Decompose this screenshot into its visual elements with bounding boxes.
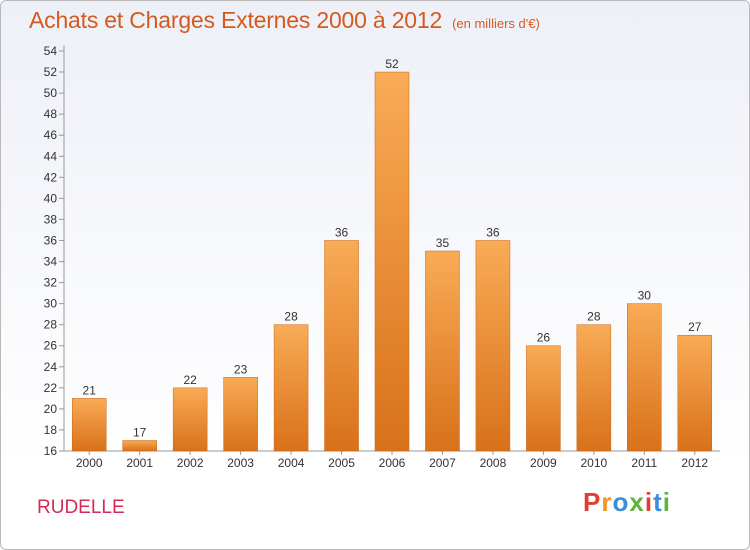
bar-value-label: 23	[234, 362, 248, 376]
data-labels: 21 17 22 23 28 36 52 35 36 26 28 30 27	[83, 57, 702, 439]
y-tick-label: 40	[44, 191, 58, 205]
logo-letter: o	[612, 487, 630, 517]
x-tick-label: 2003	[227, 456, 254, 470]
bar-2007	[425, 250, 460, 452]
x-tick-label: 2009	[530, 456, 557, 470]
y-tick-label: 44	[44, 149, 58, 163]
x-tick-label: 2008	[480, 456, 507, 470]
logo-letter: r	[601, 487, 613, 517]
x-tick-label: 2001	[126, 456, 153, 470]
bars	[71, 71, 713, 452]
bar-2003	[223, 377, 258, 452]
bar-value-label: 22	[183, 373, 197, 387]
x-tick-label: 2002	[177, 456, 204, 470]
bar-2005	[324, 240, 359, 452]
bar-2009	[526, 345, 561, 452]
y-tick-label: 50	[44, 86, 58, 100]
title-text: Achats et Charges Externes 2000 à 2012	[29, 7, 443, 33]
y-tick-label: 22	[44, 381, 58, 395]
logo-letter: i	[644, 487, 654, 517]
bar-2012	[677, 334, 713, 452]
y-tick-label: 26	[44, 339, 58, 353]
y-tick-label: 38	[44, 212, 58, 226]
bar-2010	[576, 324, 612, 452]
bar-value-label: 30	[638, 289, 652, 303]
y-tick-label: 20	[44, 402, 58, 416]
logo-letter: P	[583, 487, 602, 517]
y-tick-label: 46	[44, 128, 58, 142]
bar-2008	[475, 240, 511, 452]
bar-value-label: 28	[284, 310, 298, 324]
x-tick-label: 2007	[429, 456, 456, 470]
bar-2001	[122, 440, 157, 452]
x-tick-label: 2006	[379, 456, 406, 470]
y-tick-label: 52	[44, 65, 58, 79]
y-tick-label: 34	[44, 255, 58, 269]
y-tick-label: 54	[44, 44, 58, 58]
bar-value-label: 52	[385, 57, 399, 71]
x-tick-label: 2011	[631, 456, 657, 470]
axes: 16 18 20 22 24 26 28 30 32 34 36 38 40 42 44 46 48 50 52 54…	[44, 44, 720, 470]
bar-value-label: 35	[436, 236, 450, 250]
bar-value-label: 17	[133, 425, 147, 439]
y-tick-label: 30	[44, 297, 58, 311]
bar-2011	[627, 303, 662, 452]
bar-2006	[374, 71, 410, 452]
bar-value-label: 36	[486, 225, 500, 239]
place-name: RUDELLE	[37, 497, 125, 518]
bar-value-label: 26	[537, 331, 551, 345]
x-tick-label: 2004	[278, 456, 305, 470]
x-tick-label: 2000	[76, 456, 103, 470]
logo-letter: t	[653, 487, 663, 517]
bar-value-label: 27	[688, 320, 702, 334]
proxiti-logo: Proxiti	[583, 487, 671, 518]
chart-title: Achats et Charges Externes 2000 à 2012 (e…	[29, 7, 540, 34]
y-tick-label: 36	[44, 233, 58, 247]
logo-letter: x	[629, 487, 645, 517]
bar-2004	[273, 324, 309, 452]
y-tick-label: 42	[44, 170, 58, 184]
bar-2000	[71, 398, 107, 452]
x-tick-label: 2005	[328, 456, 355, 470]
x-tick-label: 2010	[580, 456, 607, 470]
y-tick-label: 32	[44, 276, 58, 290]
bar-value-label: 36	[335, 225, 349, 239]
unit-label: (en milliers d'€)	[452, 16, 540, 31]
x-tick-label: 2012	[681, 456, 708, 470]
bar-2002	[172, 387, 208, 452]
y-tick-label: 48	[44, 107, 58, 121]
y-tick-label: 24	[44, 360, 58, 374]
bar-value-label: 21	[83, 383, 97, 397]
bar-value-label: 28	[587, 310, 601, 324]
y-tick-label: 28	[44, 318, 58, 332]
y-tick-label: 16	[44, 444, 58, 458]
logo-letter: i	[662, 487, 671, 517]
y-tick-label: 18	[44, 423, 58, 437]
